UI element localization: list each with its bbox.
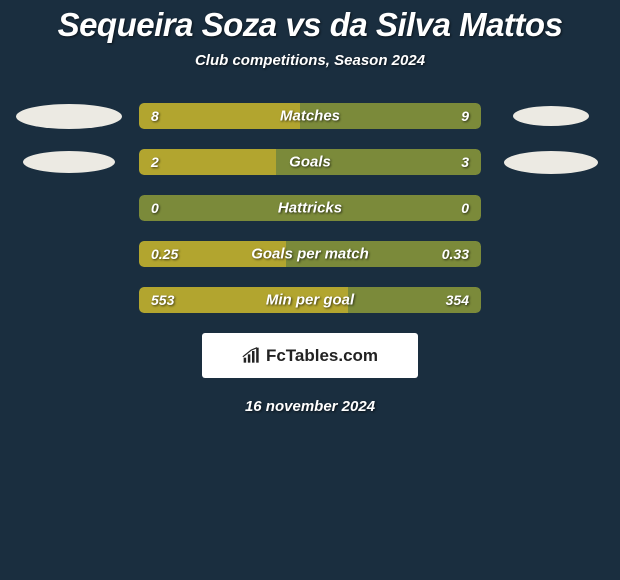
stat-value-left: 8 — [151, 108, 159, 124]
stat-value-right: 354 — [446, 292, 469, 308]
player-oval-right — [513, 106, 589, 126]
stat-bar: 553 Min per goal 354 — [139, 287, 481, 313]
side-slot-right — [491, 151, 611, 174]
stat-label: Goals — [289, 154, 331, 171]
stat-label: Matches — [280, 108, 340, 125]
stat-label: Goals per match — [251, 246, 369, 263]
stat-value-left: 0.25 — [151, 246, 178, 262]
stat-row: 0.25 Goals per match 0.33 — [0, 241, 620, 267]
stat-row: 2 Goals 3 — [0, 149, 620, 175]
stat-bar: 0 Hattricks 0 — [139, 195, 481, 221]
player-oval-left — [23, 151, 115, 173]
page-subtitle: Club competitions, Season 2024 — [0, 52, 620, 69]
stat-bar: 8 Matches 9 — [139, 103, 481, 129]
stat-value-left: 0 — [151, 200, 159, 216]
bar-fill — [139, 103, 300, 129]
stat-bar: 0.25 Goals per match 0.33 — [139, 241, 481, 267]
date-text: 16 november 2024 — [0, 398, 620, 415]
brand-text: FcTables.com — [266, 346, 378, 366]
player-oval-right — [504, 151, 598, 174]
side-slot-left — [9, 151, 129, 173]
brand-inner: FcTables.com — [242, 346, 378, 366]
stat-value-right: 3 — [461, 154, 469, 170]
side-slot-left — [9, 104, 129, 129]
stat-bar: 2 Goals 3 — [139, 149, 481, 175]
stat-value-right: 0 — [461, 200, 469, 216]
stat-row: 553 Min per goal 354 — [0, 287, 620, 313]
bar-fill — [139, 149, 276, 175]
stats-rows: 8 Matches 9 2 Goals 3 — [0, 103, 620, 313]
side-slot-right — [491, 106, 611, 126]
stat-value-right: 0.33 — [442, 246, 469, 262]
stat-value-left: 553 — [151, 292, 174, 308]
stat-row: 8 Matches 9 — [0, 103, 620, 129]
stat-row: 0 Hattricks 0 — [0, 195, 620, 221]
page-title: Sequeira Soza vs da Silva Mattos — [0, 6, 620, 44]
bar-chart-icon — [242, 347, 262, 365]
player-oval-left — [16, 104, 122, 129]
comparison-container: Sequeira Soza vs da Silva Mattos Club co… — [0, 0, 620, 415]
stat-value-right: 9 — [461, 108, 469, 124]
stat-label: Min per goal — [266, 292, 354, 309]
stat-label: Hattricks — [278, 200, 342, 217]
stat-value-left: 2 — [151, 154, 159, 170]
brand-box: FcTables.com — [202, 333, 418, 378]
